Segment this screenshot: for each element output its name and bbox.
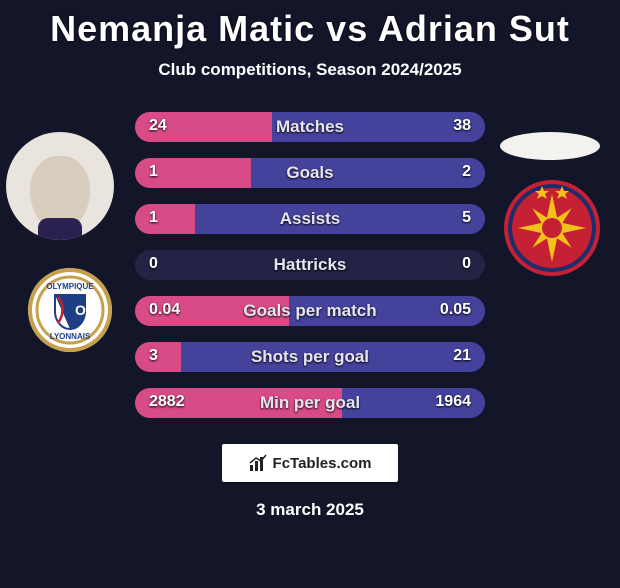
player-left-avatar xyxy=(6,132,114,240)
stat-left-value: 3 xyxy=(149,347,158,365)
branding-badge: FcTables.com xyxy=(222,444,398,482)
stat-bar: Goals per match0.040.05 xyxy=(135,296,485,326)
stat-left-value: 0 xyxy=(149,255,158,273)
bar-left-fill xyxy=(135,204,195,234)
date-text: 3 march 2025 xyxy=(0,500,620,520)
club-right-badge xyxy=(502,178,602,278)
stat-bar: Matches2438 xyxy=(135,112,485,142)
branding-text: FcTables.com xyxy=(273,455,372,472)
club-left-badge: OLYMPIQUE LYONNAIS OL xyxy=(28,268,112,352)
stat-right-value: 5 xyxy=(462,209,471,227)
stat-right-value: 0.05 xyxy=(440,301,471,319)
stat-bar: Min per goal28821964 xyxy=(135,388,485,418)
stat-label: Hattricks xyxy=(135,255,485,275)
bar-right-fill xyxy=(251,158,486,188)
stat-right-value: 0 xyxy=(462,255,471,273)
stat-right-value: 1964 xyxy=(435,393,471,411)
stat-bar: Goals12 xyxy=(135,158,485,188)
chart-icon xyxy=(249,454,267,472)
bar-right-fill xyxy=(181,342,486,372)
stat-left-value: 1 xyxy=(149,209,158,227)
stat-bar: Hattricks0 0 xyxy=(135,250,485,280)
stat-left-value: 1 xyxy=(149,163,158,181)
player-right-avatar xyxy=(500,132,600,160)
page-subtitle: Club competitions, Season 2024/2025 xyxy=(0,60,620,80)
svg-text:LYONNAIS: LYONNAIS xyxy=(50,332,91,341)
stat-left-value: 24 xyxy=(149,117,167,135)
stat-left-value: 0.04 xyxy=(149,301,180,319)
ol-badge-icon: OLYMPIQUE LYONNAIS OL xyxy=(35,275,105,345)
svg-text:OLYMPIQUE: OLYMPIQUE xyxy=(46,282,94,291)
bar-right-fill xyxy=(195,204,486,234)
stat-bar: Assists15 xyxy=(135,204,485,234)
head-icon xyxy=(30,156,90,228)
stat-left-value: 2882 xyxy=(149,393,185,411)
page-title: Nemanja Matic vs Adrian Sut xyxy=(0,8,620,50)
stat-right-value: 38 xyxy=(453,117,471,135)
stat-row: Shots per goal321 xyxy=(0,342,620,372)
stat-row: Min per goal28821964 xyxy=(0,388,620,418)
stat-right-value: 2 xyxy=(462,163,471,181)
stat-bar: Shots per goal321 xyxy=(135,342,485,372)
fcsb-badge-icon xyxy=(502,178,602,278)
stat-right-value: 21 xyxy=(453,347,471,365)
svg-text:OL: OL xyxy=(75,302,95,318)
